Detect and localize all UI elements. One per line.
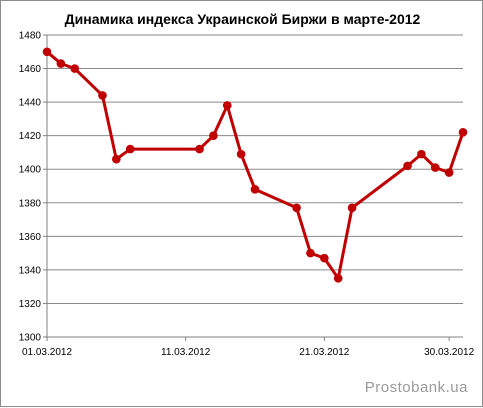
- data-point: [430, 163, 440, 172]
- chart-title: Динамика индекса Украинской Биржи в март…: [64, 11, 421, 27]
- y-tick-label: 1420: [19, 131, 42, 142]
- data-point: [42, 47, 52, 57]
- data-point: [250, 185, 260, 194]
- y-tick-label: 1460: [19, 64, 42, 75]
- data-point: [98, 91, 107, 100]
- axes: [43, 34, 463, 341]
- series: [42, 47, 468, 283]
- data-point: [56, 59, 66, 68]
- watermark: Prostobank.ua: [364, 379, 468, 396]
- data-point: [222, 101, 232, 110]
- tick-labels: 1300 1320 1340 1360 1380 1400 1420 1440 1460 1480…: [19, 31, 475, 359]
- y-tick-label: 1340: [19, 265, 42, 276]
- series-line: [46, 50, 465, 280]
- y-tick-label: 1380: [19, 198, 42, 209]
- data-point: [417, 149, 426, 159]
- data-point: [306, 248, 315, 258]
- data-point: [292, 203, 301, 213]
- y-tick-label: 1480: [19, 31, 42, 42]
- data-point: [70, 64, 80, 73]
- data-point: [125, 144, 135, 154]
- gridlines: [47, 34, 463, 304]
- x-tick-label: 01.03.2012: [22, 347, 72, 358]
- data-point: [112, 154, 121, 164]
- y-tick-label: 1320: [19, 299, 42, 310]
- data-point: [347, 203, 357, 213]
- y-tick-label: 1360: [19, 232, 42, 243]
- data-point: [320, 253, 329, 263]
- x-tick-label: 30.03.2012: [424, 347, 474, 358]
- y-tick-label: 1300: [19, 333, 42, 344]
- y-tick-label: 1400: [19, 165, 42, 176]
- y-tick-label: 1440: [19, 98, 42, 109]
- data-point: [458, 128, 468, 137]
- data-point: [236, 149, 246, 159]
- data-point: [195, 144, 204, 154]
- data-point: [209, 131, 218, 140]
- data-point: [333, 273, 343, 283]
- x-tick-label: 21.03.2012: [299, 347, 349, 358]
- data-point: [444, 168, 454, 177]
- x-tick-label: 11.03.2012: [161, 347, 211, 358]
- data-point: [403, 161, 412, 171]
